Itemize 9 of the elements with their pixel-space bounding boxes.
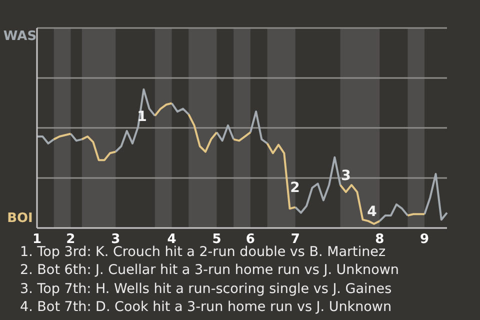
annotation: 4 (366, 203, 378, 221)
annotation: 2 (289, 179, 301, 197)
x-tick-label: 9 (420, 232, 430, 248)
text: BOI (6, 210, 34, 228)
text: 2. Bot 6th: J. Cuellar hit a 3-run home run vs J. Unknown (20, 261, 399, 280)
text: 4. Bot 7th: D. Cook hit a 3-run home run vs J. Unknown (20, 298, 393, 316)
text: 3. Top 7th: H. Wells hit a run-scoring single vs J. Gaines (20, 280, 393, 298)
text: WAS (2, 28, 38, 46)
annotation: 3 (340, 167, 352, 185)
